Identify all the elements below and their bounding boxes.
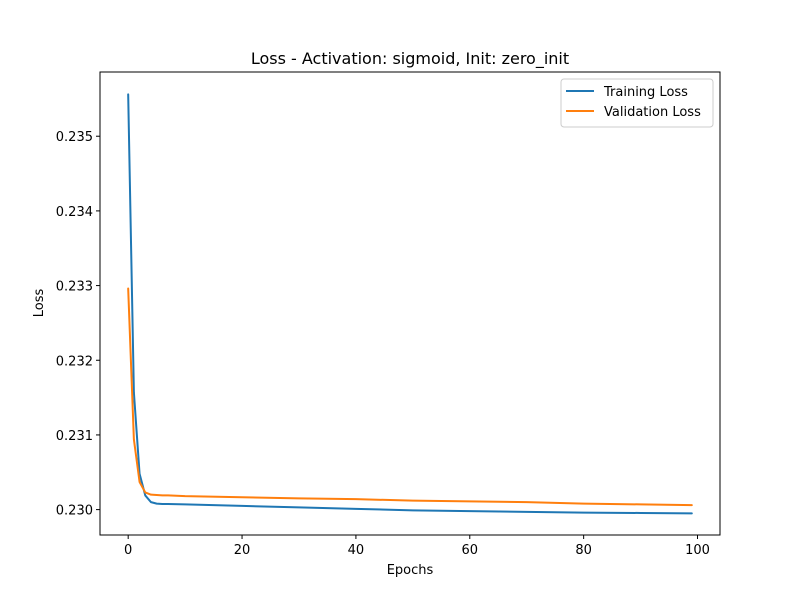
y-tick-label: 0.234 xyxy=(56,205,93,220)
x-axis: 0 20 40 60 80 100 xyxy=(124,535,710,558)
x-tick-label: 60 xyxy=(462,543,479,558)
x-tick-label: 80 xyxy=(575,543,592,558)
y-tick-label: 0.231 xyxy=(56,429,93,444)
y-axis: 0.230 0.231 0.232 0.233 0.234 0.235 xyxy=(56,130,100,519)
series-line-validation-loss xyxy=(127,287,693,507)
y-tick-label: 0.233 xyxy=(56,280,93,295)
y-tick-label: 0.235 xyxy=(56,130,93,145)
x-tick-label: 40 xyxy=(348,543,365,558)
y-axis-label: Loss xyxy=(32,289,47,318)
x-tick-label: 20 xyxy=(234,543,251,558)
y-tick-label: 0.232 xyxy=(56,354,93,369)
legend: Training Loss Validation Loss xyxy=(560,78,714,128)
x-axis-label: Epochs xyxy=(387,563,434,578)
legend-label-training-loss: Training Loss xyxy=(603,85,688,100)
y-tick-label: 0.230 xyxy=(56,504,93,519)
legend-label-validation-loss: Validation Loss xyxy=(604,105,701,120)
x-tick-label: 100 xyxy=(685,543,710,558)
plot-frame xyxy=(99,71,721,536)
x-tick-label: 0 xyxy=(124,543,132,558)
plot-area xyxy=(100,72,720,535)
series-layer xyxy=(127,93,693,515)
chart-title: Loss - Activation: sigmoid, Init: zero_i… xyxy=(251,49,569,69)
legend-frame xyxy=(560,78,714,128)
